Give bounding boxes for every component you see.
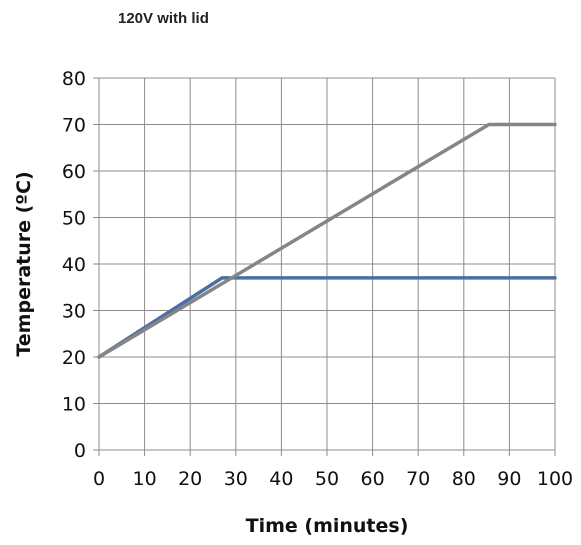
x-axis-title: Time (minutes) bbox=[246, 515, 409, 537]
x-tick-label: 50 bbox=[315, 468, 339, 490]
x-tick-label: 20 bbox=[178, 468, 202, 490]
series-lines bbox=[97, 122, 557, 359]
x-tick-label: 0 bbox=[93, 468, 105, 490]
y-tick-label: 0 bbox=[74, 440, 86, 462]
y-tick-label: 70 bbox=[62, 115, 86, 137]
x-tick-label: 60 bbox=[361, 468, 385, 490]
x-tick-label: 70 bbox=[406, 468, 430, 490]
series-line-2 bbox=[97, 122, 557, 359]
chart-title: 120V with lid bbox=[118, 10, 209, 27]
x-tick-label: 40 bbox=[269, 468, 293, 490]
y-tick-label: 30 bbox=[62, 301, 86, 323]
grid bbox=[98, 77, 556, 451]
axes bbox=[93, 77, 556, 456]
x-tick-label: 10 bbox=[133, 468, 157, 490]
tick-labels: 0 10 20 30 40 50 60 70 80 0 10 20 30 40 50 60 70 80 90 100 bbox=[62, 68, 573, 490]
y-axis-title: Temperature (ºC) bbox=[13, 171, 35, 356]
y-tick-label: 40 bbox=[62, 254, 86, 276]
x-tick-label: 90 bbox=[497, 468, 521, 490]
x-tick-label: 100 bbox=[537, 468, 573, 490]
x-tick-label: 80 bbox=[452, 468, 476, 490]
y-tick-label: 60 bbox=[62, 161, 86, 183]
y-tick-label: 10 bbox=[62, 394, 86, 416]
y-tick-label: 50 bbox=[62, 208, 86, 230]
x-tick-label: 30 bbox=[224, 468, 248, 490]
y-tick-label: 80 bbox=[62, 68, 86, 90]
y-tick-label: 20 bbox=[62, 347, 86, 369]
